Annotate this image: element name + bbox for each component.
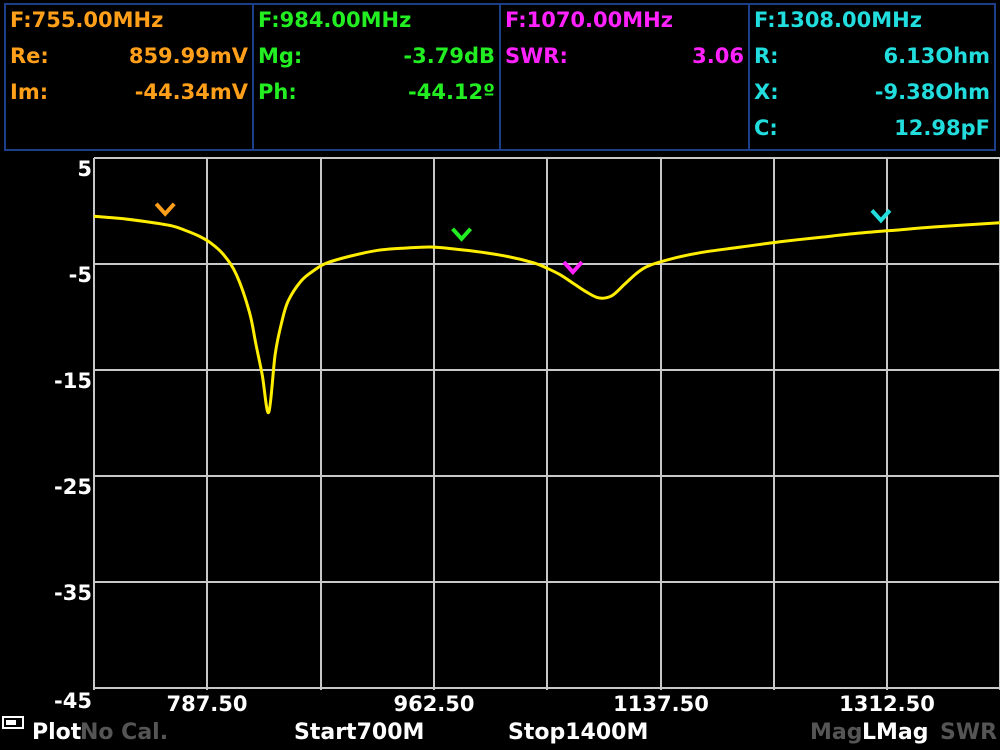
marker-1-row-1-value: 859.99mV <box>128 44 248 68</box>
x-tick-label: 962.50 <box>393 692 474 716</box>
marker-2-row-1-label: Mg: <box>258 44 303 68</box>
marker-4-row-2: X: -9.38Ohm <box>754 77 990 107</box>
marker-panels: F:755.00MHz Re: 859.99mV Im: -44.34mV F:… <box>0 0 1000 154</box>
marker-4-row-1: R: 6.13Ohm <box>754 41 990 71</box>
marker-3-row-1: SWR: 3.06 <box>505 41 744 71</box>
marker-4-row-1-label: R: <box>754 44 779 68</box>
sweep-plot[interactable]: 5 -5 -15 -25 -35 -45 787.50 962.50 1137.50 1312.5… <box>0 0 1000 716</box>
calibration-status: No Cal. <box>80 720 169 745</box>
marker-panel-4[interactable]: F:1308.00MHz R: 6.13Ohm X: -9.38Ohm C: 1… <box>748 3 996 151</box>
marker-1-frequency: F:755.00MHz <box>10 5 248 35</box>
y-tick-label: -35 <box>54 581 92 605</box>
stop-frequency[interactable]: Stop1400M <box>508 720 649 745</box>
marker-panel-2[interactable]: F:984.00MHz Mg: -3.79dB Ph: -44.12º <box>252 3 501 151</box>
marker-1-chevron <box>154 202 176 217</box>
marker-4-row-3: C: 12.98pF <box>754 113 990 143</box>
marker-4-row-2-label: X: <box>754 80 779 104</box>
marker-2-frequency: F:984.00MHz <box>258 5 495 35</box>
marker-2-row-2: Ph: -44.12º <box>258 77 495 107</box>
x-tick-label: 1312.50 <box>839 692 935 716</box>
mode-mag[interactable]: Mag <box>810 720 863 745</box>
battery-icon <box>2 716 24 729</box>
marker-3-frequency: F:1070.00MHz <box>505 5 744 35</box>
trace-line <box>93 214 1000 414</box>
marker-panel-1[interactable]: F:755.00MHz Re: 859.99mV Im: -44.34mV <box>4 3 254 151</box>
marker-3-row-1-value: 3.06 <box>692 44 744 68</box>
marker-3-frequency-label: F:1070.00MHz <box>505 8 673 32</box>
marker-4-row-1-value: 6.13Ohm <box>883 44 991 68</box>
marker-panel-3[interactable]: F:1070.00MHz SWR: 3.06 <box>499 3 750 151</box>
y-tick-label: -5 <box>69 263 92 287</box>
marker-2-chevron <box>451 227 473 242</box>
y-tick-label: -45 <box>54 689 92 713</box>
marker-3-chevron <box>562 260 584 276</box>
marker-3-row-1-label: SWR: <box>505 44 568 68</box>
marker-2-row-2-label: Ph: <box>258 80 297 104</box>
marker-2-row-2-value: -44.12º <box>408 80 495 104</box>
x-tick-label: 1137.50 <box>613 692 709 716</box>
y-tick-label: 5 <box>77 157 92 181</box>
marker-4-frequency-label: F:1308.00MHz <box>754 8 922 32</box>
marker-1-row-1-label: Re: <box>10 44 49 68</box>
marker-2-frequency-label: F:984.00MHz <box>258 8 412 32</box>
mode-swr[interactable]: SWR <box>940 720 998 745</box>
y-tick-label: -25 <box>54 475 92 499</box>
plot-mode-label[interactable]: Plot <box>32 720 82 745</box>
marker-4-frequency: F:1308.00MHz <box>754 5 990 35</box>
y-tick-label: -15 <box>54 369 92 393</box>
marker-1-row-2-value: -44.34mV <box>134 80 248 104</box>
marker-1-row-2: Im: -44.34mV <box>10 77 248 107</box>
marker-1-frequency-label: F:755.00MHz <box>10 8 164 32</box>
marker-2-row-1-value: -3.79dB <box>403 44 495 68</box>
marker-1-row-2-label: Im: <box>10 80 49 104</box>
marker-4-row-2-value: -9.38Ohm <box>874 80 990 104</box>
mode-lmag[interactable]: LMag <box>862 720 929 745</box>
start-frequency[interactable]: Start700M <box>294 720 425 745</box>
x-tick-label: 787.50 <box>166 692 247 716</box>
status-bar: Plot No Cal. Start700M Stop1400M Mag LMa… <box>0 716 1000 750</box>
marker-1-row-1: Re: 859.99mV <box>10 41 248 71</box>
marker-4-chevron <box>870 209 892 224</box>
marker-2-row-1: Mg: -3.79dB <box>258 41 495 71</box>
marker-4-row-3-label: C: <box>754 116 778 140</box>
marker-4-row-3-value: 12.98pF <box>894 116 990 140</box>
